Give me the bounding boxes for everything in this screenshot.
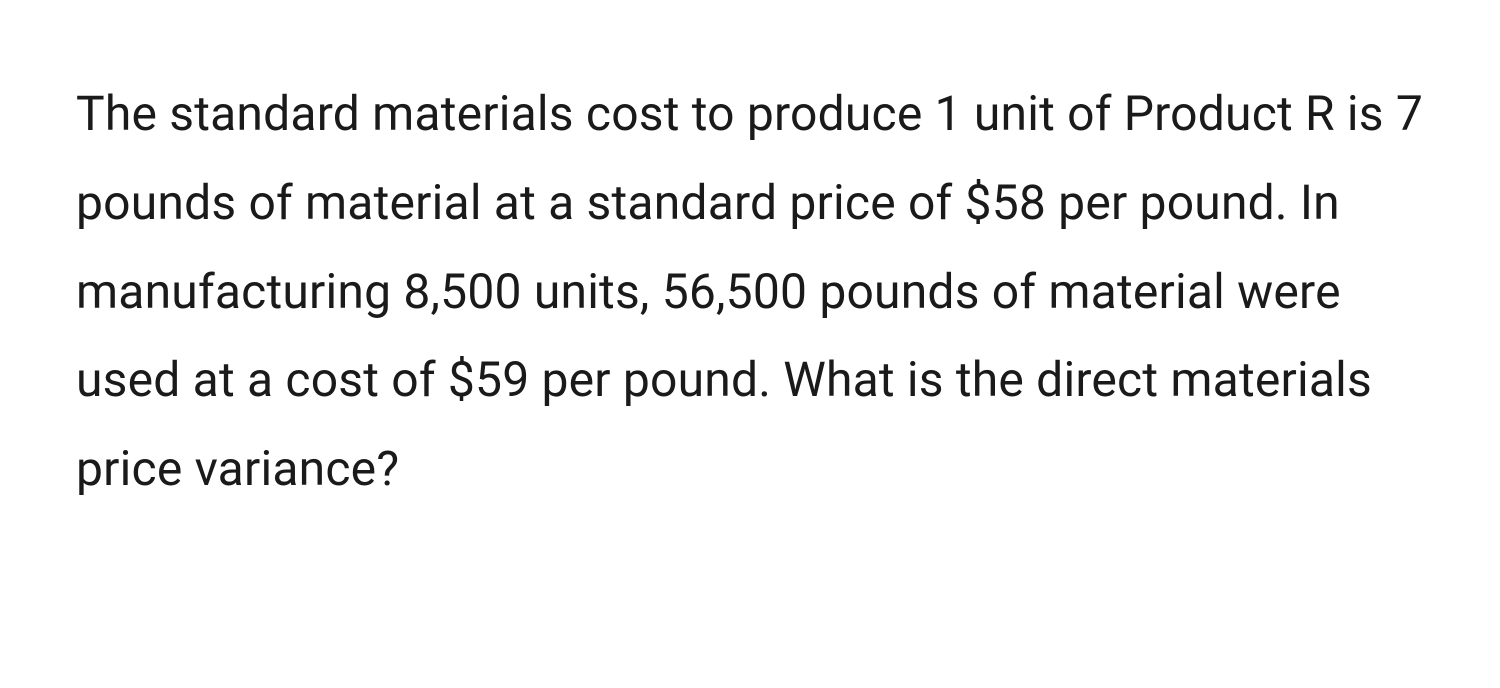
question-text: The standard materials cost to produce 1… [76, 70, 1424, 514]
question-container: The standard materials cost to produce 1… [0, 0, 1500, 514]
